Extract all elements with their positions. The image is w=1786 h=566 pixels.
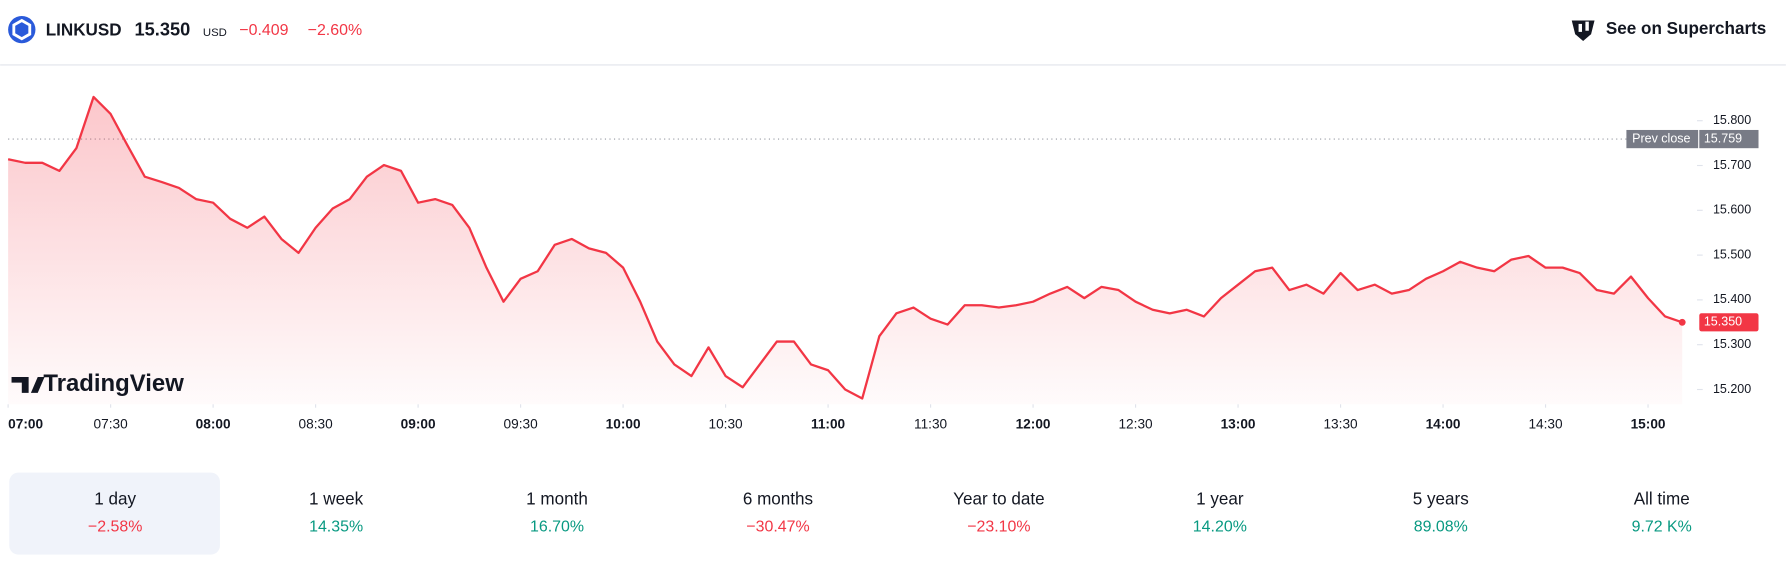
period-tab[interactable]: 5 years 89.08% <box>1413 489 1469 535</box>
period-label[interactable]: 5 years <box>1413 489 1469 508</box>
period-tab[interactable]: 1 year 14.20% <box>1193 489 1247 535</box>
x-tick-label: 07:00 <box>8 416 43 431</box>
period-change[interactable]: 14.20% <box>1193 518 1247 535</box>
period-label[interactable]: 1 year <box>1196 489 1244 508</box>
x-tick-label: 10:00 <box>606 416 641 431</box>
y-tick-label: 15.800 <box>1713 113 1751 127</box>
watermark-logo <box>11 376 45 393</box>
period-change[interactable]: 9.72 K% <box>1632 518 1692 535</box>
period-tab[interactable]: 6 months −30.47% <box>743 489 813 535</box>
prev-close-tag <box>1626 129 1699 149</box>
prev-close-value: 15.759 <box>1704 131 1742 145</box>
period-tab[interactable]: All time 9.72 K% <box>1632 489 1692 535</box>
price-line <box>7 95 1683 400</box>
period-change[interactable]: 89.08% <box>1414 518 1468 535</box>
period-label[interactable]: 1 week <box>309 489 364 508</box>
x-tick-label: 12:00 <box>1016 416 1051 431</box>
period-tab[interactable]: 1 month 16.70% <box>526 489 588 535</box>
x-tick-label: 09:30 <box>504 416 539 431</box>
x-tick-label: 08:30 <box>299 416 334 431</box>
period-label[interactable]: 6 months <box>743 489 813 508</box>
period-label[interactable]: Year to date <box>953 489 1044 508</box>
x-tick-label: 14:00 <box>1426 416 1461 431</box>
last-price-tag <box>1699 313 1759 332</box>
prev-close-value-tag <box>1699 129 1759 149</box>
change-percent: −2.60% <box>308 22 363 39</box>
prev-close-label: Prev close <box>1632 131 1690 145</box>
chart: 15.200 15.300 15.400 15.500 15.600 15.700 15.8… <box>7 95 1759 431</box>
currency: USD <box>203 27 227 39</box>
logo <box>8 15 36 44</box>
price: 15.350 <box>135 20 191 40</box>
last-point <box>1678 318 1686 326</box>
period-change[interactable]: −2.58% <box>88 518 143 535</box>
period-change[interactable]: −23.10% <box>967 518 1030 535</box>
x-tick-label: 07:30 <box>94 416 129 431</box>
period-label[interactable]: 1 day <box>94 489 136 508</box>
x-tick-label: 15:00 <box>1631 416 1666 431</box>
change: −0.409 <box>239 22 288 39</box>
y-tick-label: 15.300 <box>1713 337 1751 351</box>
watermark: TradingView <box>43 370 184 397</box>
period-tab[interactable]: 1 week 14.35% <box>309 489 364 535</box>
x-tick-label: 08:00 <box>196 416 231 431</box>
last-price-label: 15.350 <box>1704 315 1742 329</box>
y-tick-label: 15.600 <box>1713 203 1751 217</box>
y-tick-label: 15.700 <box>1713 158 1751 172</box>
active-tab-bg[interactable] <box>9 472 220 555</box>
x-tick-label: 12:30 <box>1118 416 1153 431</box>
x-tick-label: 10:30 <box>708 416 743 431</box>
periods: 1 day −2.58% 1 week 14.35% 1 month 16.70% 6 mo… <box>9 472 1692 555</box>
symbol: LINKUSD <box>46 20 122 39</box>
y-tick-label: 15.200 <box>1713 382 1751 396</box>
area <box>8 96 1683 405</box>
period-change[interactable]: 14.35% <box>309 518 363 535</box>
link-text[interactable]: See on Supercharts <box>1606 19 1766 38</box>
x-tick-label: 13:00 <box>1221 416 1256 431</box>
period-change[interactable]: −30.47% <box>746 518 809 535</box>
x-tick-label: 09:00 <box>401 416 436 431</box>
period-tab[interactable]: 1 day −2.58% <box>9 472 220 555</box>
y-tick-label: 15.500 <box>1713 247 1751 261</box>
period-change[interactable]: 16.70% <box>530 518 584 535</box>
period-tab[interactable]: Year to date −23.10% <box>953 489 1044 535</box>
x-tick-label: 14:30 <box>1528 416 1563 431</box>
period-label[interactable]: All time <box>1634 489 1690 508</box>
x-tick-label: 11:30 <box>914 416 948 431</box>
supercharts-link[interactable]: See on Supercharts <box>1571 19 1767 41</box>
x-tick-label: 13:30 <box>1323 416 1358 431</box>
period-label[interactable]: 1 month <box>526 489 588 508</box>
y-tick-label: 15.400 <box>1713 292 1751 306</box>
x-tick-label: 11:00 <box>811 416 846 431</box>
